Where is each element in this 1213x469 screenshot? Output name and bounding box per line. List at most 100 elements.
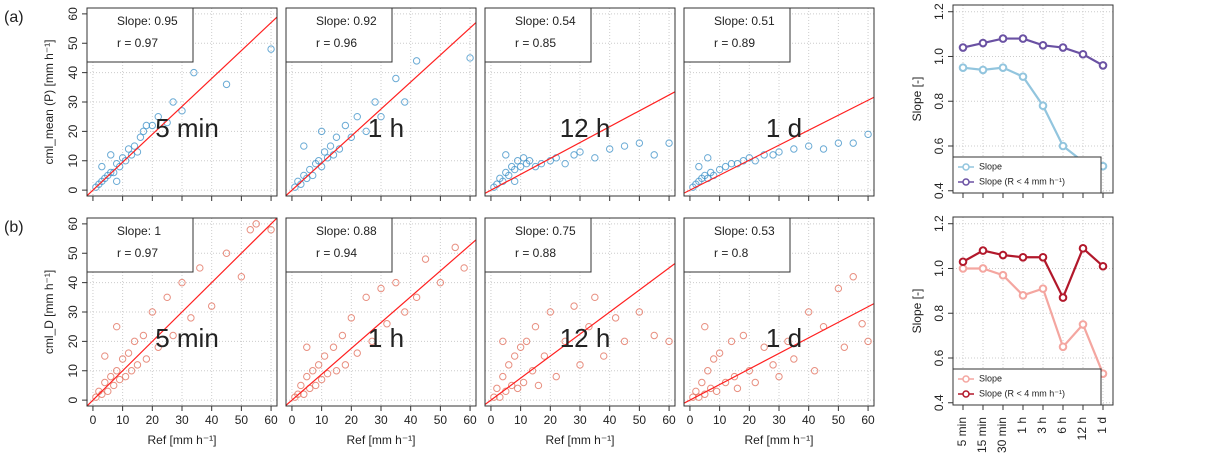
point (401, 98, 409, 106)
point (329, 343, 338, 351)
fit-line (485, 263, 675, 406)
point (784, 337, 792, 346)
x-axis-label: Ref [mm h⁻¹] (147, 433, 216, 447)
point (121, 372, 130, 381)
panel-tag: (b) (4, 219, 24, 236)
point (101, 352, 109, 360)
point (849, 139, 857, 147)
annotation: Slope: 0.92 (316, 14, 377, 28)
y-tick-label: 30 (66, 95, 80, 109)
point (252, 220, 260, 228)
point (804, 142, 813, 150)
point (650, 151, 658, 159)
x-tick-label: 30 min (995, 417, 1009, 453)
x-tick-label: 1 d (1095, 417, 1109, 434)
point (600, 352, 608, 360)
x-tick-label: 20 (544, 413, 558, 427)
fit-line (684, 96, 874, 194)
point (326, 142, 335, 150)
point (715, 165, 724, 174)
legend-box (952, 368, 1102, 406)
point (291, 183, 299, 191)
point (576, 361, 584, 369)
point (505, 171, 513, 180)
x-tick-label: 40 (802, 413, 816, 427)
point (401, 308, 409, 316)
point (508, 381, 516, 390)
point (309, 367, 317, 375)
point (540, 352, 549, 360)
point (124, 145, 133, 153)
point (332, 133, 341, 141)
point (362, 127, 370, 136)
point (347, 314, 356, 322)
y-tick-label: 0.6 (932, 137, 946, 154)
point (323, 154, 332, 162)
point (110, 168, 118, 177)
x-tick-label: 30 (573, 413, 587, 427)
point (246, 226, 254, 234)
point (110, 381, 118, 390)
series-point (1038, 252, 1048, 262)
y-axis-label: Slope [-] (910, 77, 924, 122)
point (314, 361, 323, 369)
panel-label: 12 h (560, 113, 611, 143)
y-tick-label: 20 (66, 334, 80, 348)
point (849, 273, 857, 281)
series-point (978, 264, 988, 273)
point (115, 162, 124, 171)
point (341, 361, 350, 369)
series-point (958, 264, 968, 273)
point (502, 151, 510, 159)
x-tick-label: 40 (603, 413, 617, 427)
annotation-box (86, 217, 194, 273)
point (142, 355, 151, 363)
x-tick-label: 10 (713, 413, 727, 427)
x-tick-label: 50 (832, 413, 846, 427)
x-tick-label: 60 (264, 413, 278, 427)
panel-label: 5 min (155, 113, 219, 143)
x-tick-label: 0 (289, 413, 296, 427)
point (267, 45, 275, 53)
point (332, 367, 341, 375)
point (528, 367, 537, 375)
panel-label: 1 h (368, 323, 404, 353)
y-tick-label: 1.0 (932, 260, 946, 277)
series-point (1018, 252, 1028, 262)
point (650, 331, 658, 340)
point (323, 369, 332, 378)
y-tick-label: 0.8 (932, 305, 946, 322)
point (139, 331, 148, 340)
point (297, 381, 305, 390)
point (695, 162, 703, 171)
point (552, 372, 560, 381)
legend-label: Slope (979, 373, 1002, 383)
point (178, 278, 186, 287)
fit-line (87, 16, 277, 196)
point (585, 322, 593, 331)
point (499, 177, 507, 186)
point (522, 337, 531, 346)
point (421, 255, 430, 263)
point (790, 355, 798, 363)
legend-label: Slope (R < 4 mm h⁻¹) (979, 176, 1065, 186)
point (739, 331, 748, 340)
point (525, 157, 534, 165)
point (412, 57, 421, 65)
x-tick-label: 10 (315, 413, 329, 427)
point (531, 162, 540, 171)
fit-line (87, 218, 277, 406)
y-tick-label: 60 (66, 217, 80, 231)
point (769, 361, 777, 369)
annotation-box (683, 217, 791, 273)
point (715, 349, 724, 357)
fit-line (684, 303, 874, 404)
y-tick-label: 30 (66, 305, 80, 319)
point (112, 177, 121, 186)
legend-marker (962, 178, 970, 186)
x-tick-label: 60 (463, 413, 477, 427)
point (620, 337, 629, 346)
annotation: Slope: 0.75 (515, 224, 576, 238)
point (338, 331, 347, 340)
